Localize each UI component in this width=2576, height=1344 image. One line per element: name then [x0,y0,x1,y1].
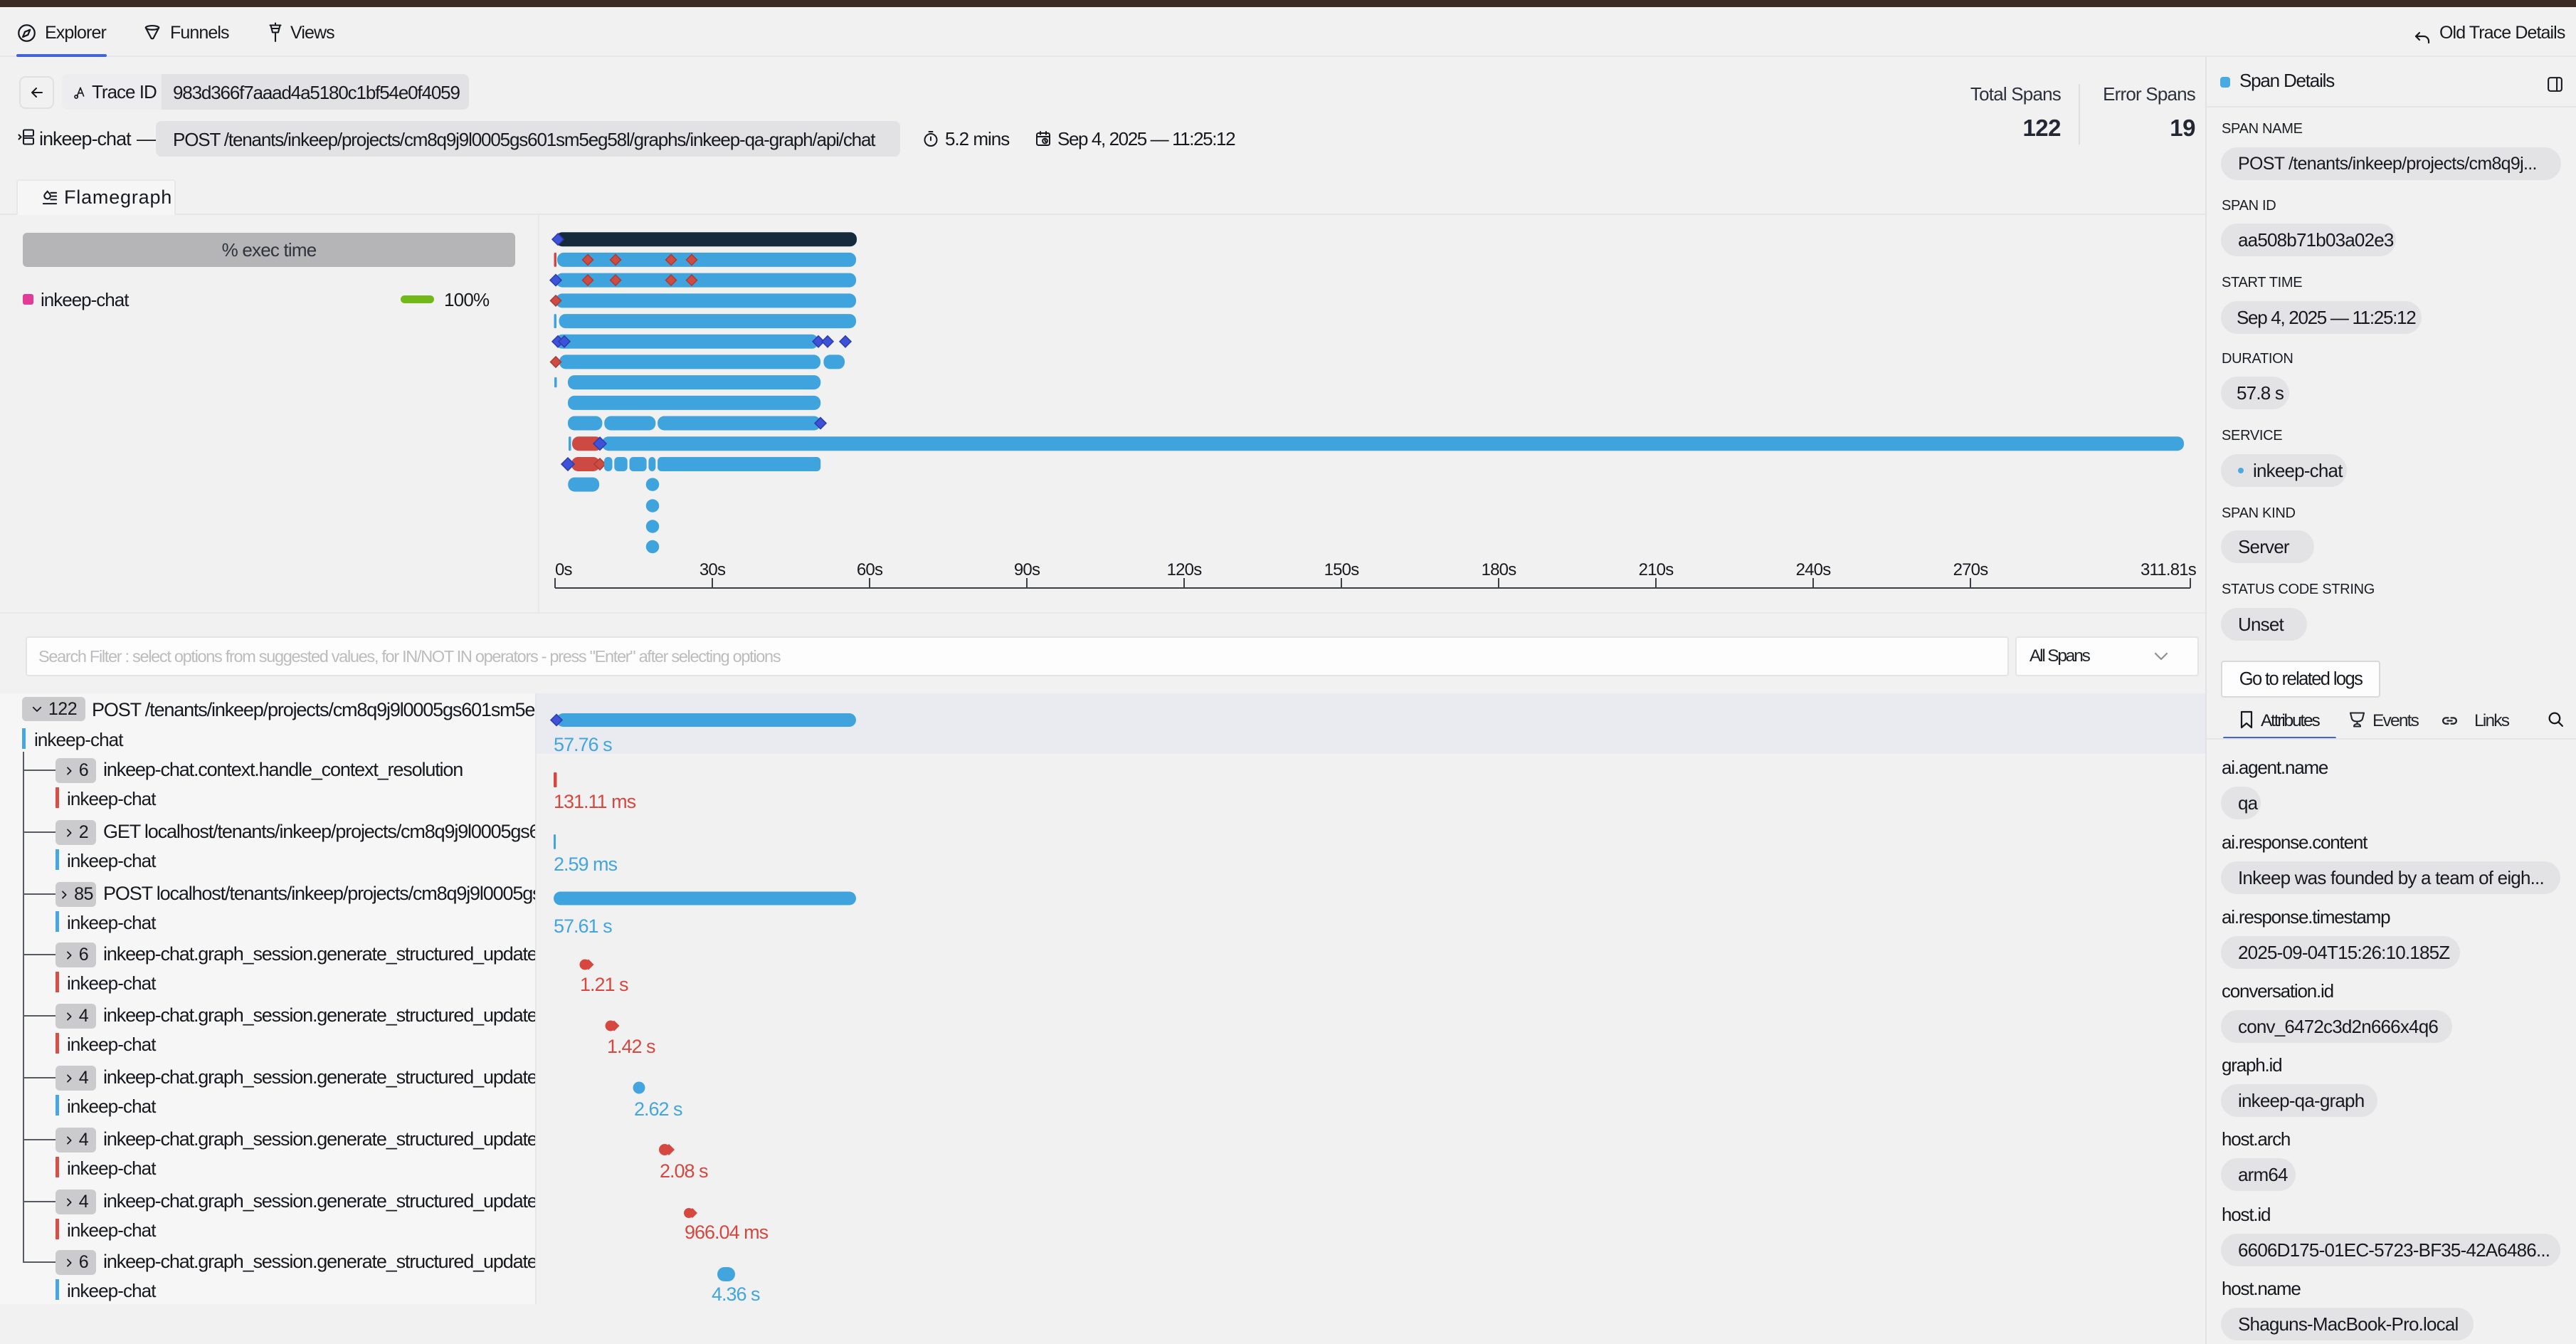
svg-text:0s: 0s [555,560,573,579]
svg-text:90s: 90s [1014,560,1040,579]
svg-text:180s: 180s [1482,560,1517,579]
svg-text:150s: 150s [1324,560,1360,579]
svg-text:270s: 270s [1953,560,1989,579]
svg-text:120s: 120s [1167,560,1203,579]
svg-text:210s: 210s [1639,560,1674,579]
svg-text:30s: 30s [700,560,726,579]
svg-text:60s: 60s [857,560,883,579]
svg-text:240s: 240s [1796,560,1832,579]
svg-text:311.81s: 311.81s [2140,560,2197,579]
